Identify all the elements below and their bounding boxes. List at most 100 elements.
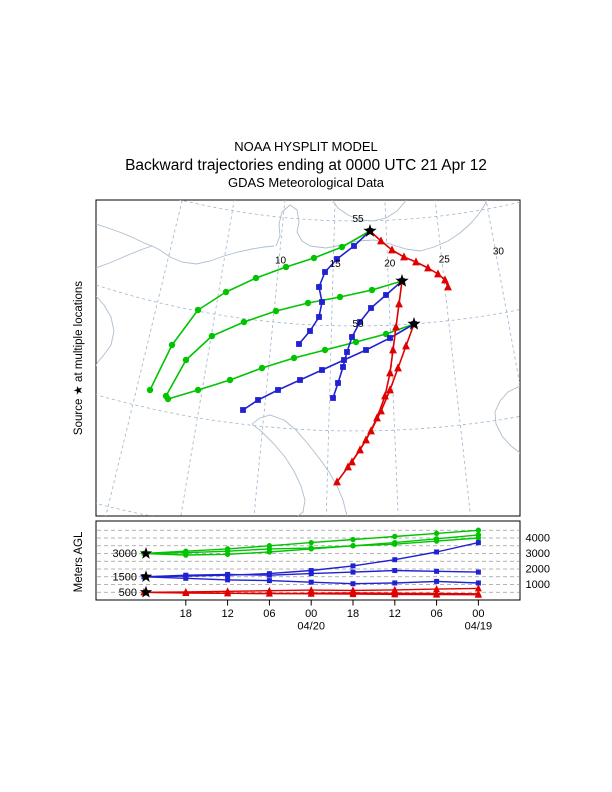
date-label: 04/20	[297, 621, 325, 633]
trajectory-marker	[392, 322, 400, 331]
trajectory-marker	[316, 284, 322, 290]
trajectory-marker	[441, 275, 449, 284]
map-graticule	[96, 15, 612, 585]
profile-marker	[475, 527, 482, 533]
profile-marker	[224, 589, 231, 597]
profile-marker	[433, 538, 440, 544]
model-title: NOAA HYSPLIT MODEL	[234, 139, 378, 154]
trajectory-marker	[344, 349, 350, 355]
profile-marker	[266, 578, 272, 584]
profile-marker	[183, 572, 189, 578]
trajectory-marker	[336, 293, 344, 301]
map-trajectories	[146, 226, 452, 486]
trajectory-marker	[275, 387, 281, 393]
trajectory-marker	[272, 307, 280, 315]
profile-marker	[350, 543, 356, 549]
trajectory-marker	[387, 335, 393, 341]
trajectory-marker	[208, 332, 216, 340]
trajectory-marker	[349, 334, 355, 340]
coastline	[275, 204, 311, 247]
trajectory-marker	[333, 477, 341, 486]
source-star-icon	[407, 317, 421, 330]
trajectory-marker	[240, 407, 246, 413]
profile-marker	[308, 539, 314, 546]
profile-marker	[392, 557, 398, 563]
meridian-line	[434, 200, 471, 516]
profile-marker	[433, 530, 440, 537]
trajectory-marker	[363, 347, 369, 353]
longitude-label: 10	[275, 256, 287, 267]
trajectory-line	[167, 323, 415, 400]
met-data-subtitle: GDAS Meteorological Data	[228, 175, 385, 190]
trajectory-marker	[386, 368, 394, 377]
coastline	[96, 223, 153, 247]
profile-marker	[183, 575, 189, 581]
trajectory-marker	[226, 376, 234, 384]
profile-marker	[433, 589, 440, 597]
trajectory-marker	[383, 292, 389, 298]
profile-marker	[392, 533, 398, 540]
longitude-label: 25	[439, 254, 451, 265]
trajectory-marker	[321, 346, 329, 354]
source-star-icon	[363, 224, 377, 237]
trajectory-marker	[316, 314, 322, 320]
start-height-label: 1500	[113, 571, 137, 583]
trajectory-marker	[352, 338, 360, 346]
profile-marker	[474, 584, 482, 592]
trajectory-marker	[252, 274, 260, 282]
trajectory-marker	[368, 286, 376, 294]
profile-marker	[266, 549, 273, 555]
profile-marker	[308, 571, 314, 577]
trajectory-marker	[310, 254, 318, 262]
latitude-label: 55	[352, 214, 364, 225]
date-label: 04/19	[465, 621, 493, 633]
time-tick-label: 00	[472, 608, 484, 620]
trajectory-marker	[322, 269, 328, 275]
profile-marker	[392, 541, 398, 547]
meridian-line	[325, 200, 336, 516]
meridian-line	[491, 15, 612, 585]
trajectory-marker	[335, 380, 341, 386]
trajectory-marker	[304, 299, 312, 307]
profile-marker	[224, 551, 231, 557]
trajectory-marker	[389, 345, 397, 354]
trajectory-marker	[386, 385, 394, 394]
trajectory-marker	[357, 319, 363, 325]
height-axis-label: 3000	[526, 548, 550, 560]
start-star-icon	[139, 547, 153, 559]
trajectory-marker	[434, 269, 442, 278]
profile-marker	[349, 589, 357, 597]
profile-marker	[266, 572, 272, 578]
map-source-stars	[363, 224, 421, 330]
trajectory-marker	[319, 367, 325, 373]
trajectory-marker	[297, 377, 303, 383]
longitude-label: 15	[330, 259, 342, 270]
trajectory-marker	[377, 236, 385, 245]
time-tick-label: 12	[221, 608, 233, 620]
profile-marker	[391, 589, 399, 597]
trajectory-marker	[388, 245, 396, 254]
coastline	[494, 385, 520, 454]
profile-marker	[475, 580, 481, 586]
trajectory-marker	[341, 357, 347, 363]
trajectory-marker	[255, 397, 261, 403]
trajectory-marker	[258, 364, 266, 372]
meridian-line	[105, 200, 183, 516]
start-star-icon	[139, 585, 153, 598]
coastline	[96, 245, 275, 269]
profile-marker	[392, 580, 398, 586]
trajectory-marker	[340, 364, 346, 370]
trajectory-marker	[164, 395, 172, 403]
coastline	[96, 295, 115, 367]
coastline	[331, 200, 407, 222]
profile-marker	[434, 578, 440, 584]
profile-marker	[225, 577, 231, 583]
trajectory-marker	[356, 445, 364, 454]
time-tick-label: 00	[305, 608, 317, 620]
trajectory-marker	[296, 341, 302, 347]
trajectory-marker	[290, 354, 298, 362]
profile-marker	[265, 589, 273, 597]
